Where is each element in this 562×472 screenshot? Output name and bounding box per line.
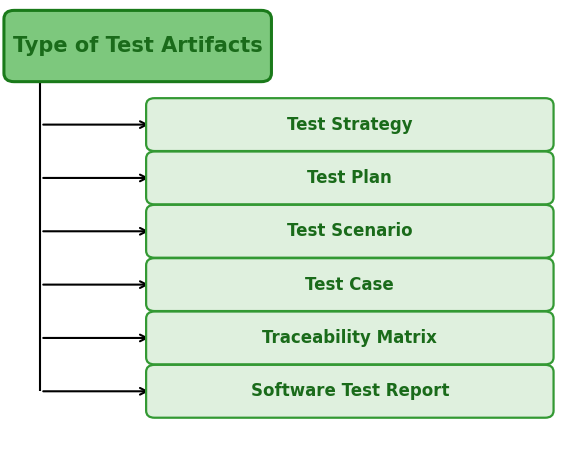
FancyBboxPatch shape [146, 152, 554, 204]
Text: Test Strategy: Test Strategy [287, 116, 413, 134]
Text: Software Test Report: Software Test Report [251, 382, 449, 400]
Text: Traceability Matrix: Traceability Matrix [262, 329, 437, 347]
Text: Test Scenario: Test Scenario [287, 222, 413, 240]
FancyBboxPatch shape [146, 205, 554, 258]
FancyBboxPatch shape [4, 10, 271, 82]
Text: Test Plan: Test Plan [307, 169, 392, 187]
FancyBboxPatch shape [146, 98, 554, 151]
Text: Type of Test Artifacts: Type of Test Artifacts [13, 36, 262, 56]
FancyBboxPatch shape [146, 365, 554, 418]
FancyBboxPatch shape [146, 312, 554, 364]
Text: Test Case: Test Case [306, 276, 394, 294]
FancyBboxPatch shape [146, 258, 554, 311]
